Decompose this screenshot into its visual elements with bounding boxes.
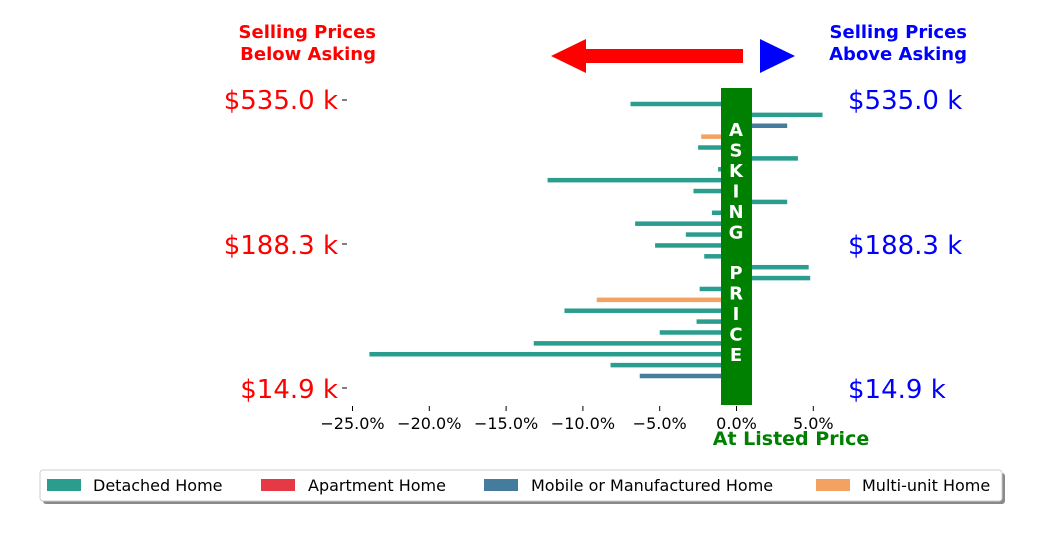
asking-price-letter: P — [729, 263, 742, 284]
x-tick-label: −20.0% — [397, 414, 461, 433]
bar-3 — [736, 123, 788, 129]
x-tick-label: −10.0% — [551, 414, 615, 433]
bar-1 — [630, 101, 737, 107]
above-asking-label-line2: Above Asking — [829, 44, 967, 65]
asking-price-bar — [721, 88, 752, 405]
asking-price-letter: C — [729, 325, 742, 346]
x-axis-ticks: −25.0% −20.0% −15.0% −10.0% −5.0% 0.0% 5.0% — [320, 406, 834, 433]
x-tick-label: −5.0% — [633, 414, 687, 433]
bar-16 — [736, 264, 809, 270]
below-asking-label-line2: Below Asking — [240, 44, 376, 65]
bar-9 — [693, 188, 737, 194]
y-tick-label-right-bottom: $14.9 k — [848, 375, 946, 405]
bar-23 — [533, 341, 737, 346]
x-tick-label: 0.0% — [716, 414, 757, 433]
bars-group — [369, 101, 823, 379]
legend-swatch-apartment — [261, 479, 295, 491]
bar-5 — [698, 145, 737, 150]
bar-10 — [736, 199, 788, 205]
y-tick-label-left-middle: $188.3 k — [224, 231, 338, 261]
bar-15 — [704, 254, 737, 259]
left-arrow-icon — [551, 39, 743, 73]
asking-price-letter: S — [730, 141, 743, 162]
bar-25 — [610, 362, 737, 368]
bar-8 — [547, 177, 737, 183]
at-listed-price-label: At Listed Price — [713, 428, 869, 450]
x-tick-label: −25.0% — [320, 414, 384, 433]
x-tick-label: 5.0% — [793, 414, 834, 433]
legend-swatch-mobile — [484, 479, 518, 491]
bar-18 — [699, 286, 737, 292]
asking-price-letter: R — [729, 284, 743, 305]
asking-price-letter: N — [728, 202, 743, 223]
bar-4 — [701, 134, 737, 139]
legend-label-mobile: Mobile or Manufactured Home — [531, 476, 773, 495]
asking-price-letter: A — [729, 120, 743, 141]
legend-label-apartment: Apartment Home — [308, 476, 446, 495]
above-asking-label-line1: Selling Prices — [830, 22, 967, 43]
bar-19 — [596, 297, 737, 303]
bar-2 — [736, 112, 823, 118]
legend-swatch-multiunit — [816, 479, 850, 491]
y-tick-label-left-top: $535.0 k — [224, 86, 338, 116]
bar-6 — [736, 156, 798, 161]
bar-22 — [659, 330, 737, 335]
asking-price-letter: G — [729, 223, 744, 244]
asking-price-letter: I — [733, 304, 740, 325]
x-tick-label: −15.0% — [474, 414, 538, 433]
y-tick-label-left-bottom: $14.9 k — [240, 375, 338, 405]
bar-17 — [736, 275, 811, 281]
below-asking-label-line1: Selling Prices — [239, 22, 376, 43]
asking-price-letter: I — [733, 182, 740, 203]
bar-21 — [696, 319, 737, 324]
bar-24 — [369, 351, 737, 357]
legend: Detached Home Apartment Home Mobile or M… — [39, 469, 1005, 504]
asking-price-letter: E — [730, 345, 742, 366]
legend-swatch-detached — [47, 479, 81, 491]
bar-12 — [635, 221, 737, 226]
bar-14 — [655, 243, 737, 248]
legend-label-detached: Detached Home — [93, 476, 223, 495]
y-tick-label-right-middle: $188.3 k — [848, 231, 962, 261]
bar-20 — [564, 308, 737, 313]
bar-13 — [685, 232, 737, 237]
right-arrow-icon — [760, 39, 795, 73]
legend-label-multiunit: Multi-unit Home — [862, 476, 990, 495]
asking-price-letter: K — [729, 161, 744, 182]
bar-26 — [639, 373, 737, 379]
y-tick-label-right-top: $535.0 k — [848, 86, 962, 116]
